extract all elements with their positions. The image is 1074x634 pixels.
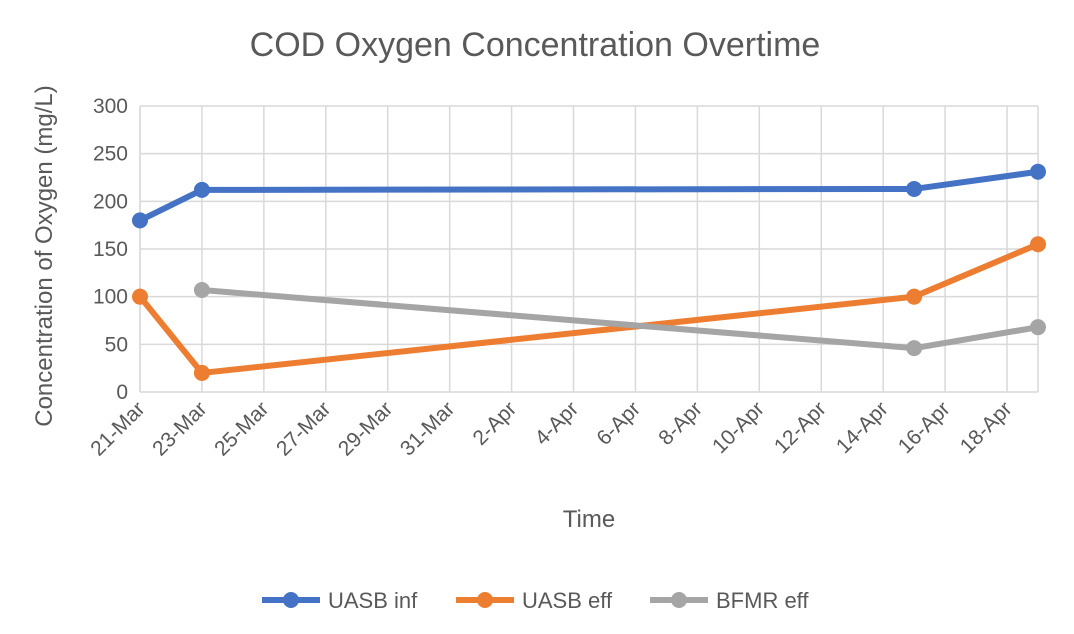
y-tick-label: 300 (93, 95, 128, 118)
y-tick-label: 0 (116, 381, 128, 404)
legend-item: UASB inf (262, 588, 418, 613)
x-tick-label: 16-Apr (894, 397, 955, 458)
data-point (193, 281, 210, 298)
y-axis-label: Concentration of Oxygen (mg/L) (31, 85, 58, 427)
x-tick-label: 2-Apr (469, 397, 522, 450)
y-tick-label: 50 (105, 333, 128, 356)
data-point (1030, 163, 1046, 180)
data-point (132, 288, 148, 305)
legend-label: BFMR eff (716, 588, 809, 613)
x-tick-label: 31-Mar (396, 397, 459, 460)
x-tick-label: 14-Apr (832, 397, 893, 458)
data-point (1030, 319, 1046, 336)
series-uasb-eff (132, 236, 1046, 381)
x-tick-label: 4-Apr (530, 397, 583, 450)
series-lines (132, 163, 1046, 381)
data-point (906, 180, 923, 197)
y-tick-label: 150 (93, 238, 128, 261)
series-line (137, 241, 1041, 376)
y-tick-label: 100 (93, 286, 128, 309)
series-bfmr-eff (193, 281, 1046, 357)
x-tick-label: 6-Apr (592, 397, 645, 450)
x-axis-label: Time (563, 506, 615, 533)
x-tick-label: 27-Mar (272, 397, 335, 460)
data-point (193, 181, 210, 198)
data-point (1030, 236, 1046, 253)
x-tick-label: 21-Mar (86, 397, 149, 460)
data-point (906, 340, 923, 357)
series-line (137, 168, 1041, 224)
y-tick-labels: 0 50 100 150 200 250 300 (93, 95, 128, 404)
x-tick-label: 23-Mar (148, 397, 211, 460)
x-tick-label: 12-Apr (770, 397, 831, 458)
chart-title: COD Oxygen Concentration Overtime (250, 26, 821, 64)
legend-swatch-marker (477, 592, 493, 608)
data-point (906, 288, 923, 305)
legend: UASB inf UASB eff BFMR eff (262, 588, 809, 613)
series-uasb-inf (132, 163, 1046, 229)
legend-label: UASB eff (522, 588, 613, 613)
y-tick-label: 200 (93, 190, 128, 213)
x-tick-label: 8-Apr (654, 397, 707, 450)
legend-swatch-marker (283, 592, 299, 608)
x-tick-label: 18-Apr (956, 397, 1017, 458)
legend-label: UASB inf (328, 588, 418, 613)
data-point (132, 212, 148, 229)
x-tick-label: 10-Apr (708, 397, 769, 458)
x-tick-label: 29-Mar (334, 397, 397, 460)
legend-swatch-marker (671, 592, 687, 608)
legend-item: UASB eff (456, 588, 613, 613)
legend-item: BFMR eff (650, 588, 809, 613)
data-point (193, 364, 210, 381)
x-tick-label: 25-Mar (210, 397, 273, 460)
y-tick-label: 250 (93, 143, 128, 166)
